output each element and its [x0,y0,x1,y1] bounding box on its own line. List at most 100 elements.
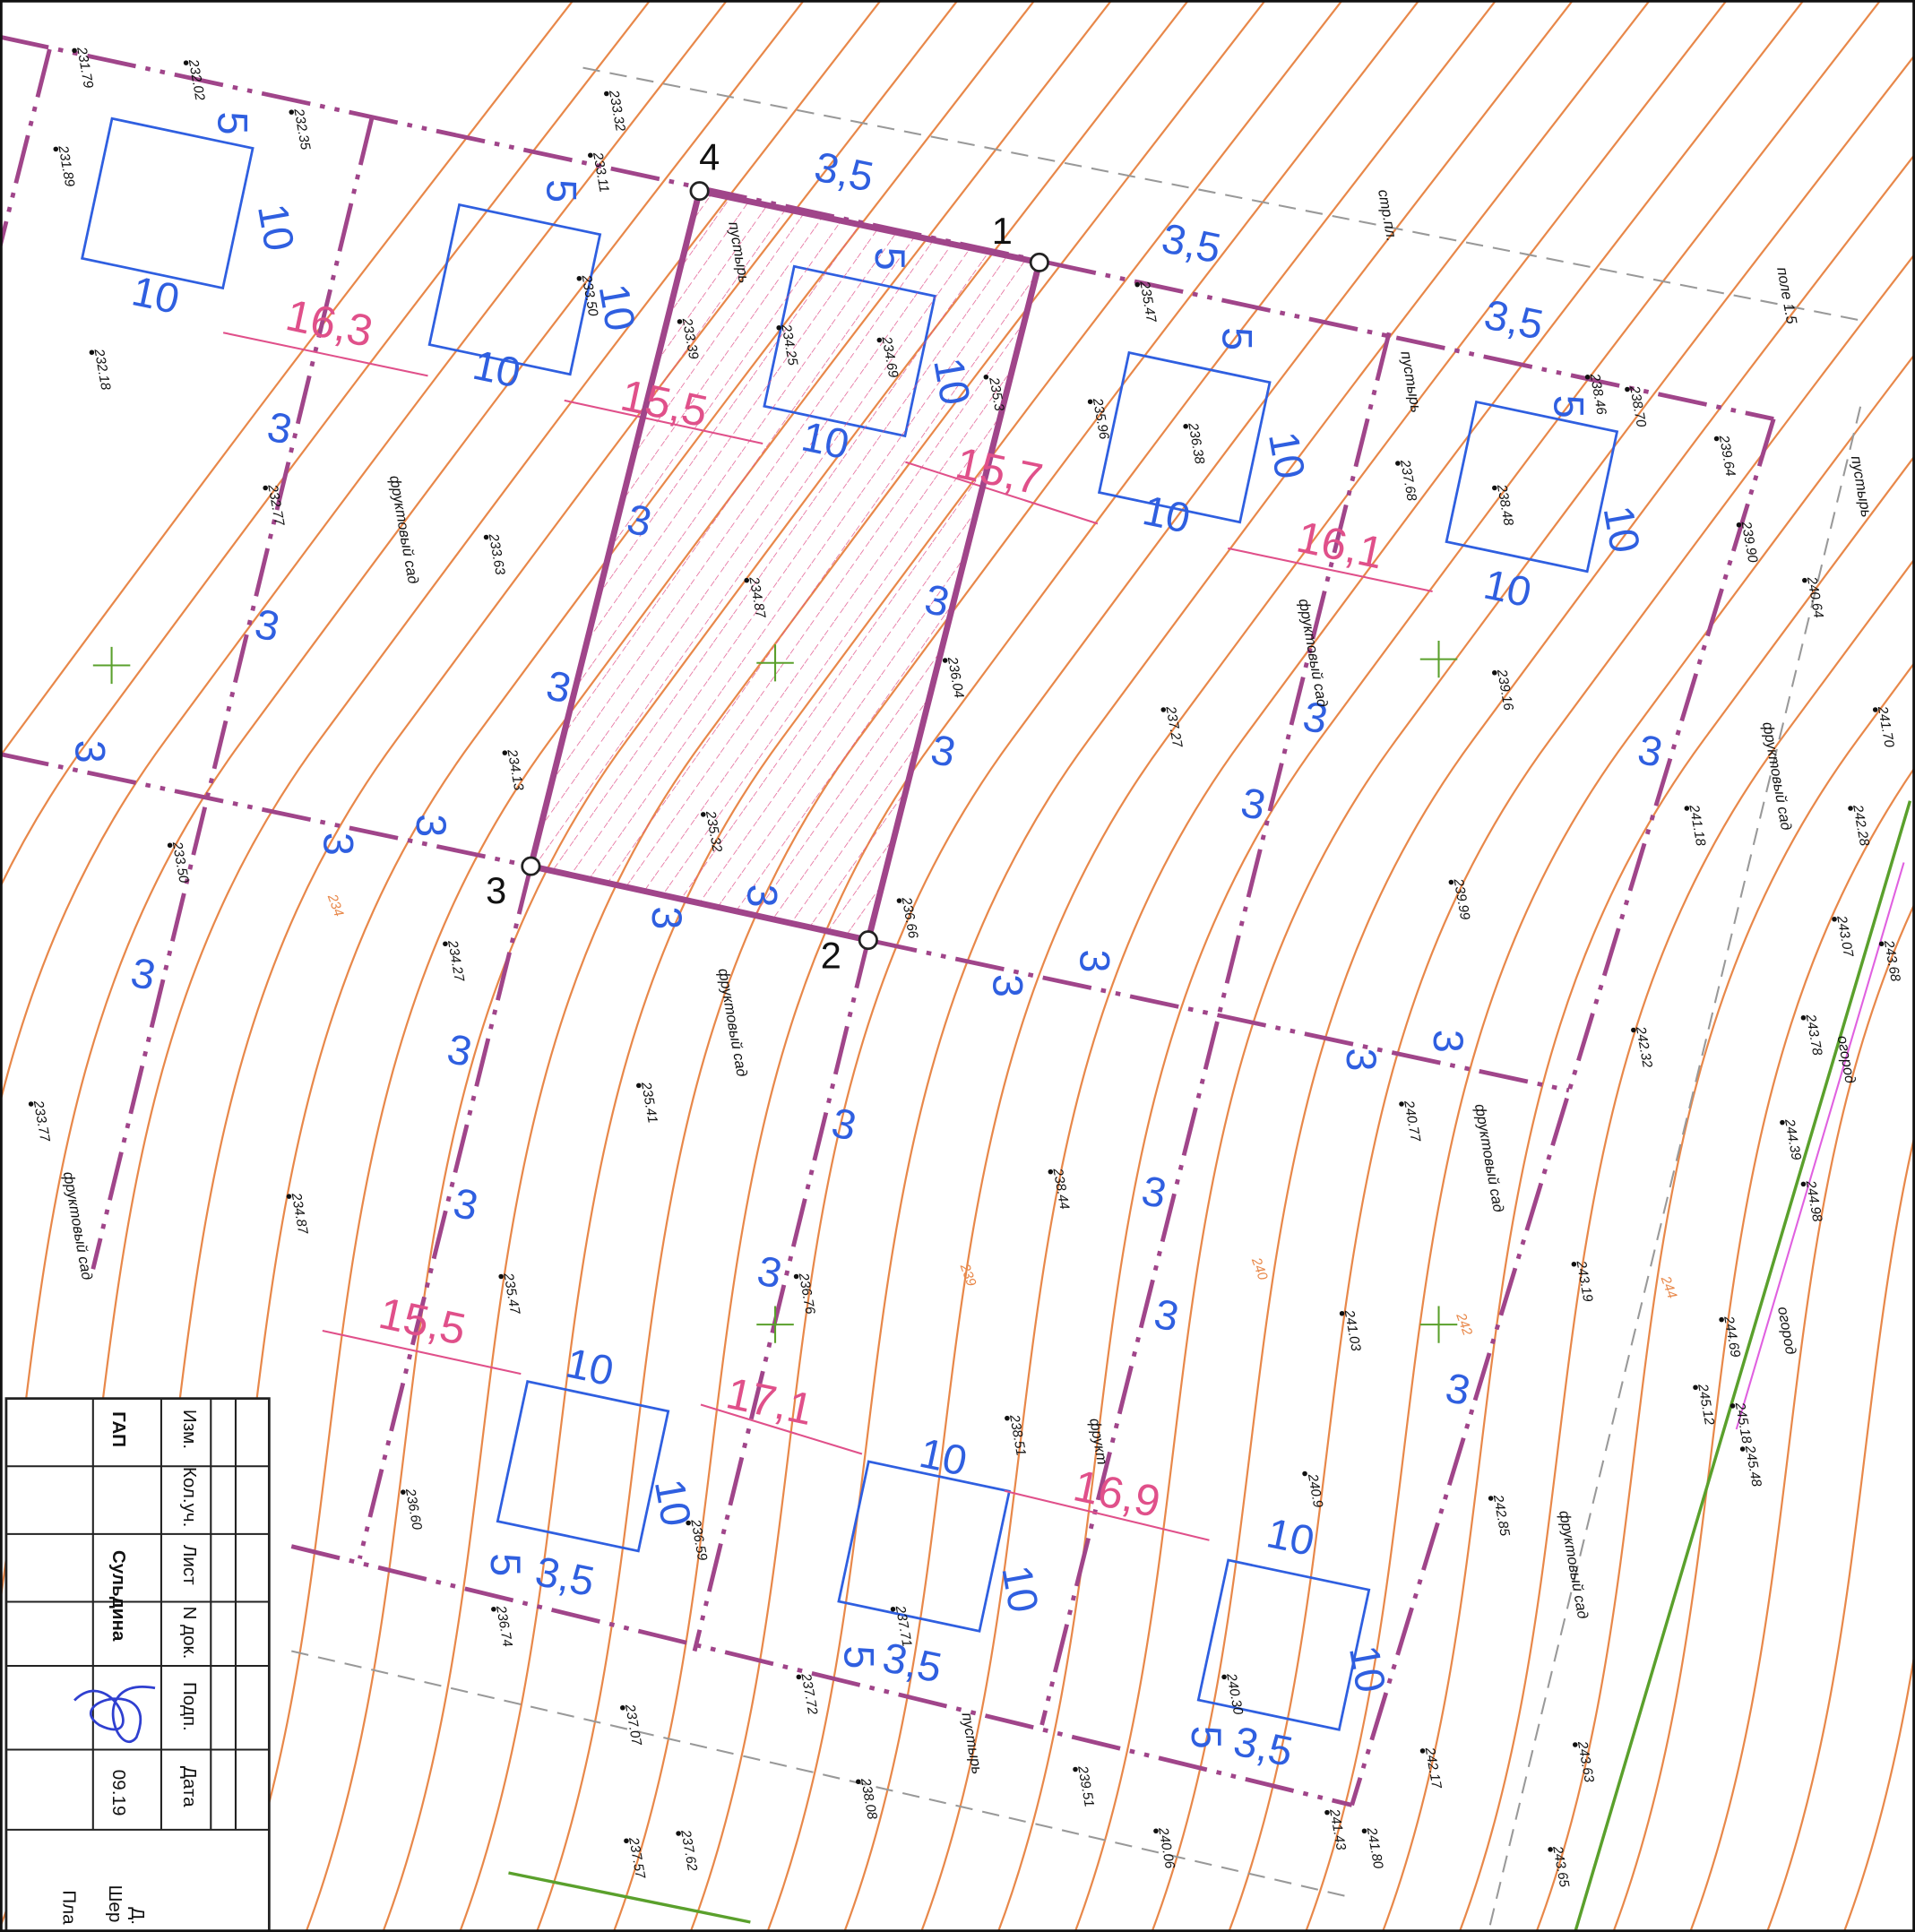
survey-point [183,60,189,65]
survey-point [677,319,683,324]
title-block-texts: Изм. Кол.уч. Лист N док. Подп. Дата ГАП Сульдин… [59,1410,200,1925]
survey-point [744,577,749,583]
survey-point [636,1082,642,1089]
survey-point [1693,1384,1698,1390]
survey-point [1571,1262,1577,1267]
survey-point [1087,399,1093,404]
survey-point [686,1520,691,1526]
survey-point [1802,577,1807,583]
survey-point [28,1101,34,1107]
dimension-blue: 5 [1214,327,1261,350]
survey-point [1048,1169,1054,1175]
corner-number: 2 [821,936,841,977]
survey-point [700,812,706,817]
parcel-corners [521,181,1049,951]
contour [1304,352,1915,1932]
survey-point [289,109,295,115]
dimension-blue: 10 [562,1340,617,1395]
title-block-text: N док. [179,1606,200,1659]
contour [1535,660,1915,1932]
dimension-blue: 3,5 [879,1634,946,1691]
survey-point [676,1831,681,1836]
contour [919,0,1806,1932]
survey-point [263,485,268,491]
survey-point [604,91,609,97]
contour [766,0,1652,1932]
survey-point [1399,1101,1404,1107]
building-outlines [80,116,1619,1731]
building [1196,1558,1371,1731]
building [427,203,602,376]
survey-point [89,349,95,355]
dimension-blue: 3,5 [531,1548,599,1605]
elevation: 235.3 [986,375,1007,413]
title-block-text: Шер [105,1885,125,1922]
survey-point [1631,1027,1636,1033]
building [1097,350,1272,524]
survey-point [793,1273,799,1280]
contour [1765,1129,1915,1932]
dimension-blue: 3 [643,906,690,929]
survey-point [1719,1316,1724,1323]
dimension-blue: 10 [925,355,979,409]
dimension-blue: 10 [1139,487,1195,542]
corner-number: 3 [486,870,506,911]
survey-point [502,750,508,755]
dimension-blue: 5 [867,247,913,271]
corner-number: 4 [699,137,720,178]
dimension-blue: 3 [1425,1030,1471,1053]
crosses [92,641,1458,1343]
survey-point [1780,1119,1785,1126]
dimension-blue: 10 [128,267,184,323]
survey-point [896,898,902,903]
survey-point [1739,1446,1746,1452]
survey-point [498,1273,504,1280]
survey-point [1492,670,1497,676]
dimension-blue: 10 [798,413,853,469]
building [496,1380,670,1553]
dimension-blue: 5 [836,1645,883,1669]
survey-point [1153,1828,1159,1833]
title-block-text: Сульдина [108,1550,129,1642]
title-block: Изм. Кол.уч. Лист N док. Подп. Дата ГАП Сульдин… [4,1397,271,1932]
dimension-line [700,1403,863,1455]
survey-point [1221,1674,1227,1680]
survey-point [483,534,489,540]
survey-point [1584,375,1591,380]
survey-point [1488,1496,1494,1501]
contour [0,0,575,759]
dimension-blue: 3,5 [811,143,878,201]
survey-point [620,1705,625,1711]
dimension-blue: 10 [1263,1509,1318,1565]
title-block-text: Изм. [179,1410,200,1449]
survey-point [876,337,883,343]
survey-point [624,1838,629,1843]
survey-point [167,842,173,848]
dimension-blue: 5 [482,1553,529,1576]
survey-point [1324,1809,1330,1816]
survey-point [1713,436,1720,442]
dimension-blue: 5 [1545,395,1592,418]
dimension-blue: 3 [739,884,786,908]
survey-point [72,47,77,54]
contour [1688,901,1915,1932]
building [80,116,254,290]
survey-point [1492,485,1497,491]
survey-point [1448,879,1454,885]
title-block-text: Подп. [179,1682,200,1731]
dimension-blue: 10 [1479,561,1535,617]
dimension-blue: 3 [1338,1048,1384,1071]
survey-point [1736,522,1742,528]
survey-point [1832,917,1837,922]
survey-point [53,146,59,152]
dimension-blue: 3 [66,740,113,763]
signature [73,1686,156,1744]
dimension-blue: 3,5 [1158,214,1225,272]
survey-point [286,1194,292,1199]
building [1445,400,1619,574]
dimension-blue: 10 [916,1429,971,1485]
survey-point [1800,1015,1807,1021]
survey-point [1878,941,1885,946]
dimension-blue: 3 [315,832,361,856]
